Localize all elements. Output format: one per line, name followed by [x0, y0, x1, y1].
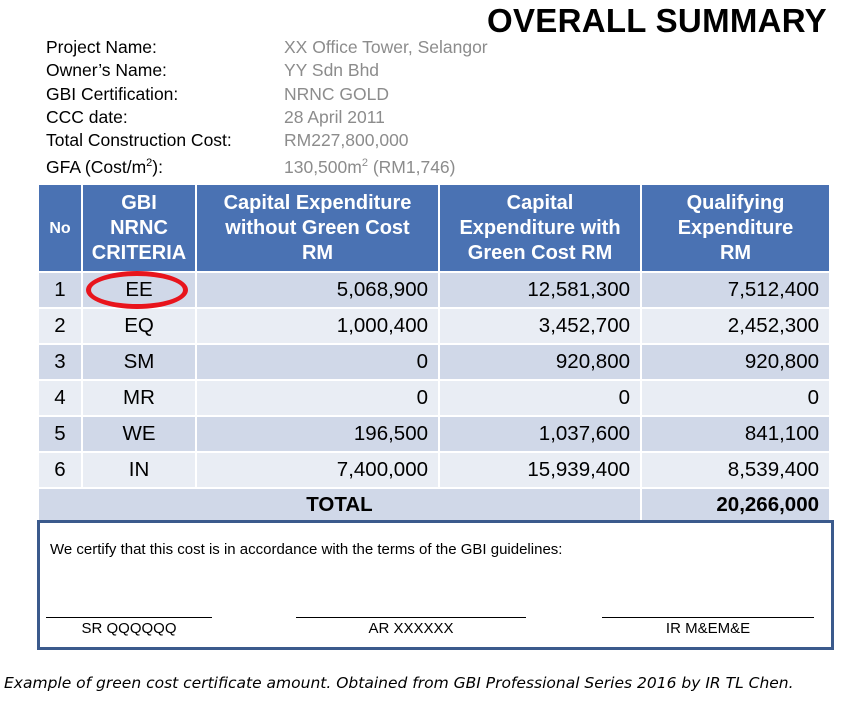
info-row-total-construction-cost: Total Construction Cost: RM227,800,000	[46, 129, 488, 152]
cell-capex-without: 7,400,000	[195, 451, 440, 489]
cell-qualifying: 7,512,400	[640, 271, 831, 309]
cell-no: 2	[37, 307, 83, 345]
cell-no: 6	[37, 451, 83, 489]
cell-capex-with: 1,037,600	[438, 415, 642, 453]
cell-qualifying: 8,539,400	[640, 451, 831, 489]
gfa-label-suffix: ):	[152, 157, 163, 178]
cell-no: 1	[37, 271, 83, 309]
certification-box: We certify that this cost is in accordan…	[37, 520, 834, 650]
header-line: Capital	[506, 191, 574, 214]
header-line: RM	[301, 241, 334, 264]
signature-line	[296, 617, 526, 618]
cell-criteria: IN	[81, 451, 197, 489]
signature-block: AR XXXXXX	[296, 617, 526, 637]
cell-qualifying: 920,800	[640, 343, 831, 381]
cell-capex-with: 12,581,300	[438, 271, 642, 309]
header-line: RM	[719, 241, 752, 264]
info-row-ccc-date: CCC date: 28 April 2011	[46, 106, 488, 129]
header-line: CRITERIA	[91, 241, 187, 264]
cell-criteria-highlighted: EE	[81, 271, 197, 309]
table-row: 3 SM 0 920,800 920,800	[37, 343, 831, 381]
header-line: GBI	[121, 191, 157, 214]
cell-capex-without: 196,500	[195, 415, 440, 453]
table-row: 2 EQ 1,000,400 3,452,700 2,452,300	[37, 307, 831, 345]
info-label-gfa: GFA (Cost/m2):	[46, 152, 284, 178]
info-row-project-name: Project Name: XX Office Tower, Selangor	[46, 36, 488, 59]
cell-qualifying: 2,452,300	[640, 307, 831, 345]
gfa-value-sup: 2	[361, 157, 368, 170]
info-row-gfa: GFA (Cost/m2): 130,500m2 (RM1,746)	[46, 152, 488, 178]
header-qualifying-expenditure: Qualifying Expenditure RM	[640, 183, 831, 273]
info-row-gbi-certification: GBI Certification: NRNC GOLD	[46, 83, 488, 106]
cell-capex-with: 0	[438, 379, 642, 417]
info-value-gfa: 130,500m2 (RM1,746)	[284, 152, 456, 178]
total-row: TOTAL 20,266,000	[37, 487, 831, 523]
signature-block: IR M&EM&E	[602, 617, 814, 637]
cell-criteria-text: EE	[125, 278, 153, 301]
cell-capex-with: 15,939,400	[438, 451, 642, 489]
info-label: Owner’s Name:	[46, 60, 167, 81]
info-label: CCC date:	[46, 106, 128, 127]
header-line: without Green Cost	[225, 216, 410, 239]
cell-capex-with: 3,452,700	[438, 307, 642, 345]
cell-qualifying: 841,100	[640, 415, 831, 453]
cell-capex-with: 920,800	[438, 343, 642, 381]
gfa-label-sup: 2	[146, 157, 153, 170]
header-no: No	[37, 183, 83, 273]
cell-criteria: SM	[81, 343, 197, 381]
table-header-row: No GBI NRNC CRITERIA Capital Expenditure…	[37, 183, 831, 273]
table-row: 6 IN 7,400,000 15,939,400 8,539,400	[37, 451, 831, 489]
header-capex-with-green: Capital Expenditure with Green Cost RM	[438, 183, 642, 273]
summary-table: No GBI NRNC CRITERIA Capital Expenditure…	[37, 183, 831, 523]
header-line: Capital Expenditure	[223, 191, 412, 214]
total-label: TOTAL	[37, 487, 642, 523]
gfa-label-prefix: GFA (Cost/m	[46, 157, 147, 178]
signature-line	[602, 617, 814, 618]
header-line: Green Cost RM	[467, 241, 613, 264]
signatory-name: IR M&EM&E	[665, 620, 751, 637]
signature-block: SR QQQQQQ	[46, 617, 212, 637]
cell-capex-without: 0	[195, 343, 440, 381]
header-capex-without-green: Capital Expenditure without Green Cost R…	[195, 183, 440, 273]
total-value: 20,266,000	[640, 487, 831, 523]
info-label: Project Name:	[46, 37, 157, 57]
certification-statement: We certify that this cost is in accordan…	[50, 541, 563, 558]
cell-criteria: MR	[81, 379, 197, 417]
cell-qualifying: 0	[640, 379, 831, 417]
project-info: Project Name: XX Office Tower, Selangor …	[46, 36, 488, 178]
cell-no: 4	[37, 379, 83, 417]
table-row: 4 MR 0 0 0	[37, 379, 831, 417]
cell-criteria: WE	[81, 415, 197, 453]
signatory-name: SR QQQQQQ	[81, 620, 177, 637]
figure-caption: Example of green cost certificate amount…	[4, 674, 794, 692]
signatory-name: AR XXXXXX	[368, 620, 454, 637]
cell-capex-without: 5,068,900	[195, 271, 440, 309]
header-criteria: GBI NRNC CRITERIA	[81, 183, 197, 273]
signature-line	[46, 617, 212, 618]
info-value: YY Sdn Bhd	[284, 60, 380, 81]
info-value: XX Office Tower, Selangor	[284, 37, 488, 57]
header-line: Expenditure	[677, 216, 794, 239]
info-label: Total Construction Cost:	[46, 130, 232, 151]
cell-capex-without: 1,000,400	[195, 307, 440, 345]
info-value: 28 April 2011	[284, 106, 385, 127]
table-row: 1 EE 5,068,900 12,581,300 7,512,400	[37, 271, 831, 309]
info-value: RM227,800,000	[284, 130, 409, 151]
cell-capex-without: 0	[195, 379, 440, 417]
info-row-owner-name: Owner’s Name: YY Sdn Bhd	[46, 59, 488, 82]
page-title: OVERALL SUMMARY	[486, 2, 827, 39]
header-line: NRNC	[110, 216, 168, 239]
gfa-value-suffix: (RM1,746)	[367, 157, 456, 178]
cell-no: 5	[37, 415, 83, 453]
cell-criteria: EQ	[81, 307, 197, 345]
header-line: Qualifying	[686, 191, 785, 214]
info-value: NRNC GOLD	[284, 83, 390, 104]
cell-no: 3	[37, 343, 83, 381]
header-line: Expenditure with	[459, 216, 621, 239]
table-row: 5 WE 196,500 1,037,600 841,100	[37, 415, 831, 453]
info-label: GBI Certification:	[46, 83, 179, 104]
gfa-value-prefix: 130,500m	[284, 157, 362, 178]
